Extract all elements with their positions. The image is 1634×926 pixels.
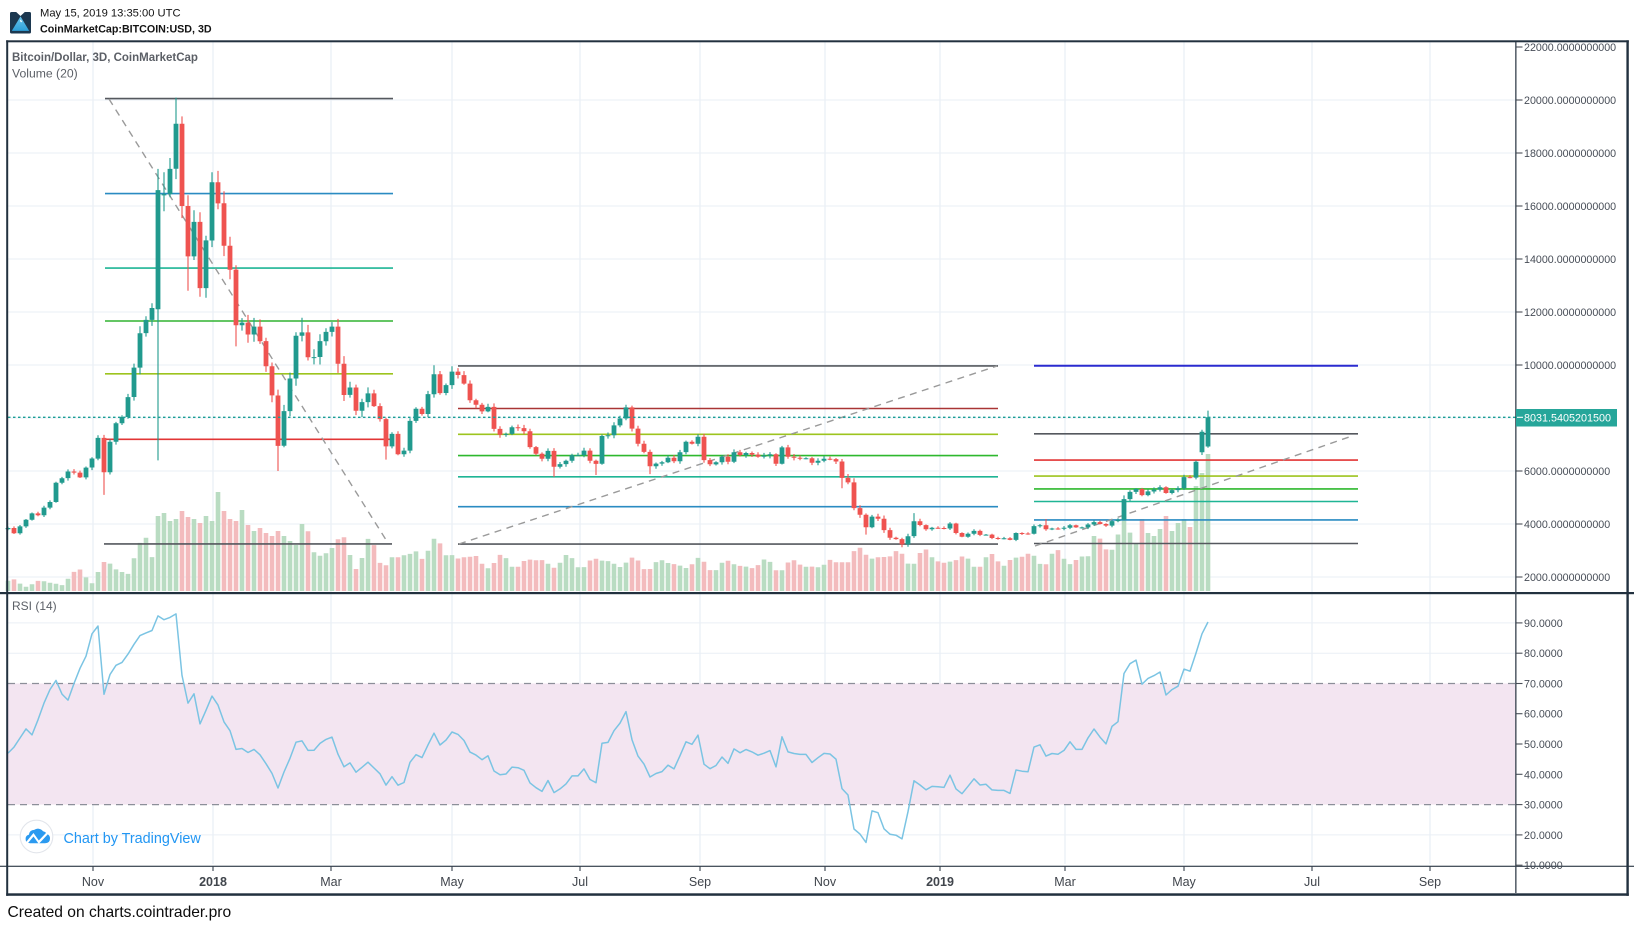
svg-text:2019: 2019 xyxy=(926,875,954,889)
svg-text:80.0000: 80.0000 xyxy=(1524,648,1563,660)
svg-text:May: May xyxy=(440,875,464,889)
svg-text:70.0000: 70.0000 xyxy=(1524,679,1563,691)
svg-text:22000.0000000000: 22000.0000000000 xyxy=(1524,42,1616,54)
svg-text:30.0000: 30.0000 xyxy=(1524,800,1563,812)
svg-text:Jul: Jul xyxy=(572,875,588,889)
svg-text:Volume (20): Volume (20) xyxy=(12,67,78,81)
svg-text:4000.0000000000: 4000.0000000000 xyxy=(1524,519,1610,531)
svg-text:10000.0000000000: 10000.0000000000 xyxy=(1524,360,1616,372)
svg-text:May 15, 2019 13:35:00 UTC: May 15, 2019 13:35:00 UTC xyxy=(40,8,181,20)
svg-text:40.0000: 40.0000 xyxy=(1524,769,1563,781)
svg-text:Mar: Mar xyxy=(320,875,342,889)
svg-text:18000.0000000000: 18000.0000000000 xyxy=(1524,148,1616,160)
svg-text:8031.5405201500: 8031.5405201500 xyxy=(1524,413,1611,425)
svg-text:60.0000: 60.0000 xyxy=(1524,709,1563,721)
svg-text:90.0000: 90.0000 xyxy=(1524,618,1563,630)
svg-text:RSI (14): RSI (14) xyxy=(12,599,57,613)
svg-text:20.0000: 20.0000 xyxy=(1524,830,1563,842)
svg-text:Sep: Sep xyxy=(1419,875,1441,889)
svg-text:Jul: Jul xyxy=(1304,875,1320,889)
svg-text:May: May xyxy=(1172,875,1196,889)
svg-text:2000.0000000000: 2000.0000000000 xyxy=(1524,572,1610,584)
svg-text:50.0000: 50.0000 xyxy=(1524,739,1563,751)
svg-text:6000.0000000000: 6000.0000000000 xyxy=(1524,466,1610,478)
svg-text:Bitcoin/Dollar, 3D, CoinMarket: Bitcoin/Dollar, 3D, CoinMarketCap xyxy=(12,52,198,64)
svg-text:Sep: Sep xyxy=(689,875,711,889)
svg-text:CoinMarketCap:BITCOIN:USD, 3D: CoinMarketCap:BITCOIN:USD, 3D xyxy=(40,24,212,36)
svg-text:Chart by TradingView: Chart by TradingView xyxy=(64,831,202,847)
svg-text:16000.0000000000: 16000.0000000000 xyxy=(1524,201,1616,213)
svg-text:Mar: Mar xyxy=(1054,875,1076,889)
svg-text:20000.0000000000: 20000.0000000000 xyxy=(1524,95,1616,107)
svg-text:10.0000: 10.0000 xyxy=(1524,860,1563,872)
svg-text:Created on charts.cointrader.p: Created on charts.cointrader.pro xyxy=(8,904,232,921)
svg-text:Nov: Nov xyxy=(82,875,105,889)
svg-text:12000.0000000000: 12000.0000000000 xyxy=(1524,307,1616,319)
svg-text:14000.0000000000: 14000.0000000000 xyxy=(1524,254,1616,266)
svg-text:2018: 2018 xyxy=(199,875,227,889)
svg-text:Nov: Nov xyxy=(814,875,837,889)
